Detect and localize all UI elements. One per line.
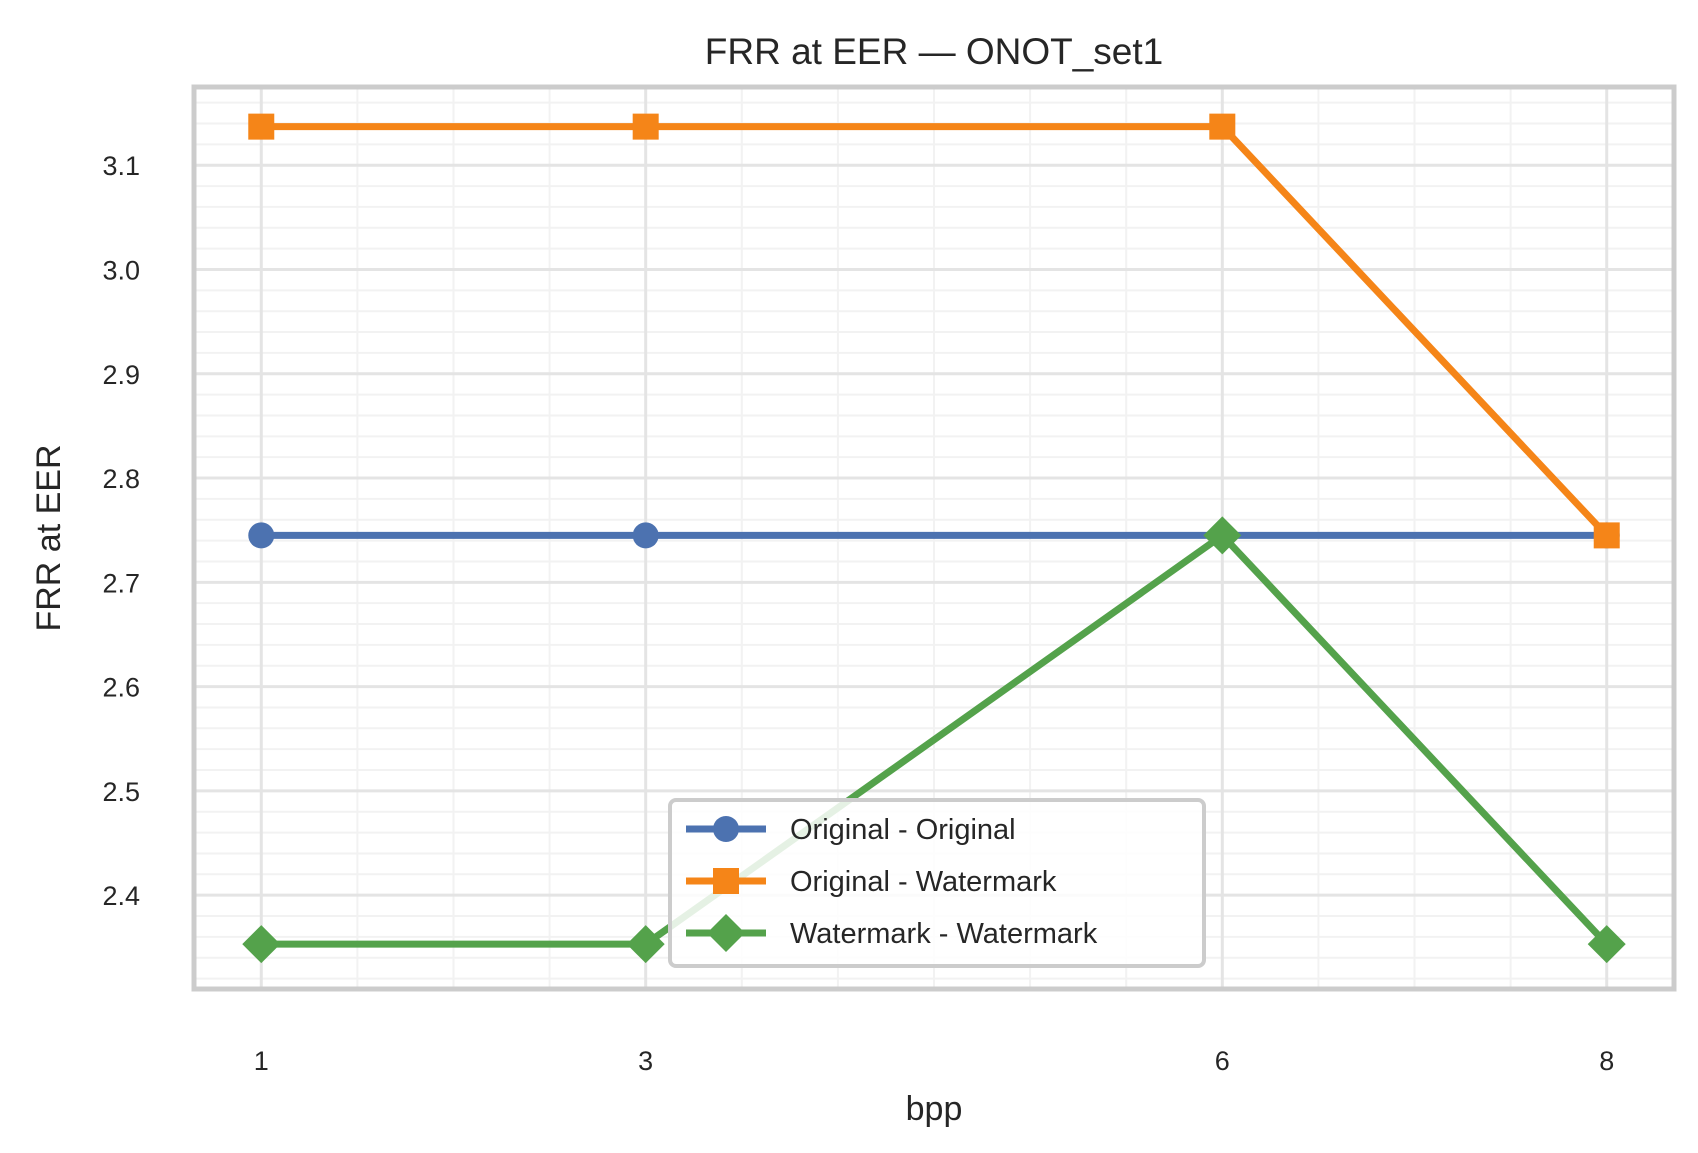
data-point [1593, 522, 1620, 549]
x-axis-label: bpp [906, 1090, 963, 1128]
x-tick-label: 8 [1599, 1046, 1614, 1076]
data-point [632, 522, 659, 549]
y-axis-label: FRR at EER [30, 444, 68, 631]
series-layer [242, 113, 1626, 964]
legend-marker [713, 816, 739, 842]
legend-label: Original - Watermark [790, 866, 1057, 898]
legend: Original - Original Original - Watermark W… [668, 798, 1206, 968]
data-point [248, 522, 275, 549]
y-tick-label: 2.9 [102, 360, 140, 390]
legend-entry-1: Original - Original [686, 814, 1016, 846]
data-point [1209, 113, 1236, 140]
legend-entry-2: Original - Watermark [686, 866, 1057, 898]
plot-frame [191, 84, 1677, 992]
data-point [1587, 925, 1626, 964]
legend-label: Original - Original [790, 814, 1016, 846]
y-tick-label: 2.5 [102, 777, 140, 807]
legend-entry-3: Watermark - Watermark [686, 914, 1098, 952]
series-line [257, 123, 1611, 539]
data-point [1203, 516, 1242, 555]
y-tick-label: 2.6 [102, 673, 140, 703]
data-point [242, 925, 281, 964]
series-2 [248, 113, 1620, 549]
y-tick-label: 3.0 [102, 255, 140, 285]
legend-marker [707, 914, 745, 952]
legend-label: Watermark - Watermark [790, 918, 1098, 950]
data-point [248, 113, 275, 140]
x-tick-label: 6 [1215, 1046, 1230, 1076]
x-tick-label: 1 [254, 1046, 269, 1076]
x-tick-label: 3 [638, 1046, 653, 1076]
data-point [632, 113, 659, 140]
legend-marker [713, 868, 739, 894]
series-line [257, 531, 1611, 948]
tick-labels: 1 3 6 8 2.4 2.5 2.6 2.7 2.8 2.9 3.0 3.1 [102, 151, 1614, 1076]
series-3 [242, 516, 1626, 964]
data-point [626, 925, 665, 964]
chart-title: FRR at EER — ONOT_set1 [705, 31, 1164, 72]
y-tick-label: 2.4 [102, 881, 140, 911]
y-tick-label: 2.8 [102, 464, 140, 494]
legend-box [668, 798, 1206, 968]
y-tick-label: 3.1 [102, 151, 140, 181]
y-tick-label: 2.7 [102, 568, 140, 598]
